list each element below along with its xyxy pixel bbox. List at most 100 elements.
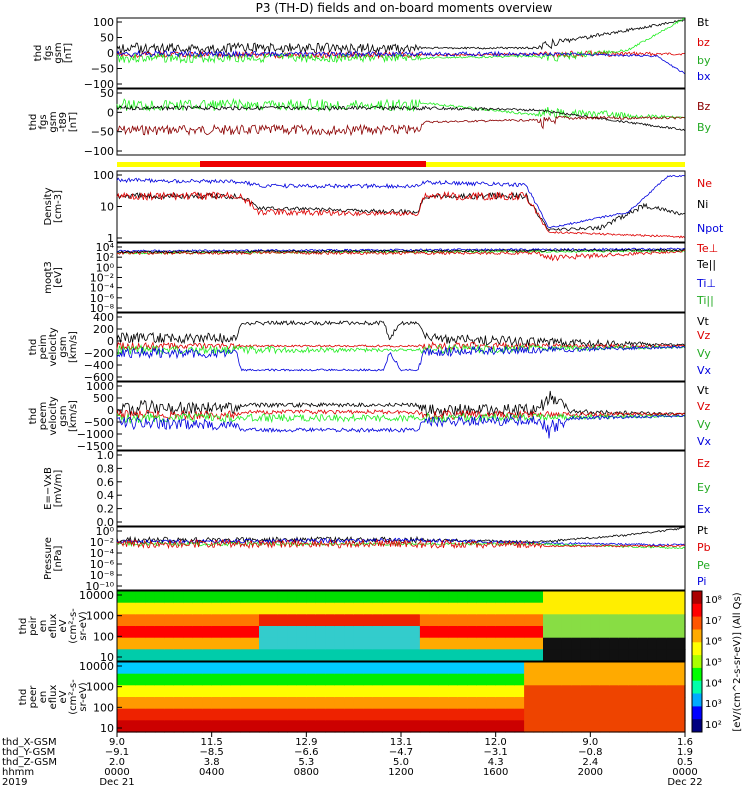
spectrogram-cell (202, 591, 213, 604)
y-tick-label: −100 (84, 78, 114, 91)
spectrogram-cell (391, 685, 402, 698)
x-tick-label: Dec 22 (667, 777, 702, 788)
spectrogram-cell (599, 626, 610, 639)
spectrogram-cell (363, 602, 374, 615)
spectrogram-cell (173, 720, 184, 733)
spectrogram-cell (353, 602, 364, 615)
spectrogram-cell (666, 637, 677, 650)
spectrogram-cell (410, 614, 421, 627)
spectrogram-cell (211, 685, 222, 698)
colorbar-segment (692, 629, 702, 643)
spectrogram-cell (401, 662, 412, 675)
spectrogram-cell (334, 637, 345, 650)
spectrogram-cell (221, 649, 232, 662)
spectrogram-cell (325, 591, 336, 604)
spectrogram-cell (230, 614, 241, 627)
spectrogram-cell (259, 614, 270, 627)
spectrogram-cell (296, 685, 307, 698)
x-tick-label: 12.9 (295, 737, 317, 748)
spectrogram-cell (647, 649, 658, 662)
y-tick-label: −50 (91, 126, 114, 139)
spectrogram-cell (230, 708, 241, 721)
spectrogram-cell (429, 662, 440, 675)
spectrogram-cell (183, 708, 194, 721)
spectrogram-cell (505, 637, 516, 650)
spectrogram-cell (315, 602, 326, 615)
spectrogram-cell (618, 637, 629, 650)
spectrogram-cell (543, 697, 554, 710)
spectrogram-cell (524, 662, 535, 675)
spectrogram-cell (628, 720, 639, 733)
spectrogram-cell (192, 614, 203, 627)
spectrogram-cell (363, 697, 374, 710)
spectrogram-cell (637, 662, 648, 675)
y-tick-label: 10⁰ (96, 525, 115, 538)
spectrogram-cell (505, 614, 516, 627)
spectrogram-cell (230, 602, 241, 615)
spectrogram-cell (448, 602, 459, 615)
spectrogram-cell (514, 720, 525, 733)
spectrogram-cell (268, 708, 279, 721)
y-tick-label: 100 (93, 701, 114, 714)
spectrogram-cell (533, 685, 544, 698)
spectrogram-cell (524, 591, 535, 604)
spectrogram-cell (656, 697, 667, 710)
spectrogram-cell (666, 649, 677, 662)
spectrogram-cell (401, 591, 412, 604)
spectrogram-cell (325, 697, 336, 710)
y-tick-label: 10⁻⁸ (90, 569, 115, 582)
spectrogram-cell (609, 697, 620, 710)
spectrogram-cell (419, 697, 430, 710)
spectrogram-cell (457, 708, 468, 721)
spectrogram-cell (533, 614, 544, 627)
spectrogram-cell (391, 697, 402, 710)
spectrogram-cell (637, 626, 648, 639)
y-tick-label: 10² (96, 251, 114, 264)
spectrogram-cell (154, 602, 165, 615)
spectrogram-cell (334, 602, 345, 615)
spectrogram-cell (543, 662, 554, 675)
colorbar-segment (692, 616, 702, 630)
spectrogram-cell (296, 602, 307, 615)
spectrogram-cell (268, 662, 279, 675)
y-tick-label: 100 (93, 630, 114, 643)
colorbar-tick-label: 10⁷ (705, 616, 722, 627)
spectrogram-cell (656, 614, 667, 627)
spectrogram-cell (656, 602, 667, 615)
spectrogram-cell (296, 626, 307, 639)
legend-entry: Pe (697, 559, 710, 572)
trace-Bz-t89 (116, 115, 685, 137)
spectrogram-cell (211, 673, 222, 686)
spectrogram-cell (524, 708, 535, 721)
spectrogram-cell (590, 614, 601, 627)
spectrogram-cell (145, 708, 156, 721)
spectrogram-cell (145, 662, 156, 675)
spectrogram-cell (571, 662, 582, 675)
spectrogram-cell (476, 662, 487, 675)
spectrogram-cell (552, 649, 563, 662)
spectrogram-cell (457, 637, 468, 650)
spectrogram-cell (296, 662, 307, 675)
y-axis-label: gsm (53, 42, 64, 63)
spectrogram-cell (618, 685, 629, 698)
y-axis-label: thd (18, 689, 29, 706)
legend-entry: bz (697, 36, 710, 49)
spectrogram-cell (306, 685, 317, 698)
spectrogram-cell (221, 614, 232, 627)
spectrogram-cell (599, 602, 610, 615)
spectrogram-cell (117, 614, 128, 627)
spectrogram-cell (287, 697, 298, 710)
y-axis-label: sr-eV) (78, 611, 89, 640)
legend-entry: Vy (697, 418, 711, 431)
x-row-label: thd_X-GSM (2, 737, 57, 748)
panel-frame (116, 88, 686, 156)
spectrogram-cell (296, 708, 307, 721)
y-axis-label: E=−VxB (43, 467, 54, 510)
spectrogram-cell (173, 708, 184, 721)
spectrogram-cell (221, 685, 232, 698)
spectrogram-cell (296, 720, 307, 733)
spectrogram-cell (334, 685, 345, 698)
spectrogram-cell (117, 673, 128, 686)
spectrogram-cell (287, 720, 298, 733)
spectrogram-cell (552, 637, 563, 650)
